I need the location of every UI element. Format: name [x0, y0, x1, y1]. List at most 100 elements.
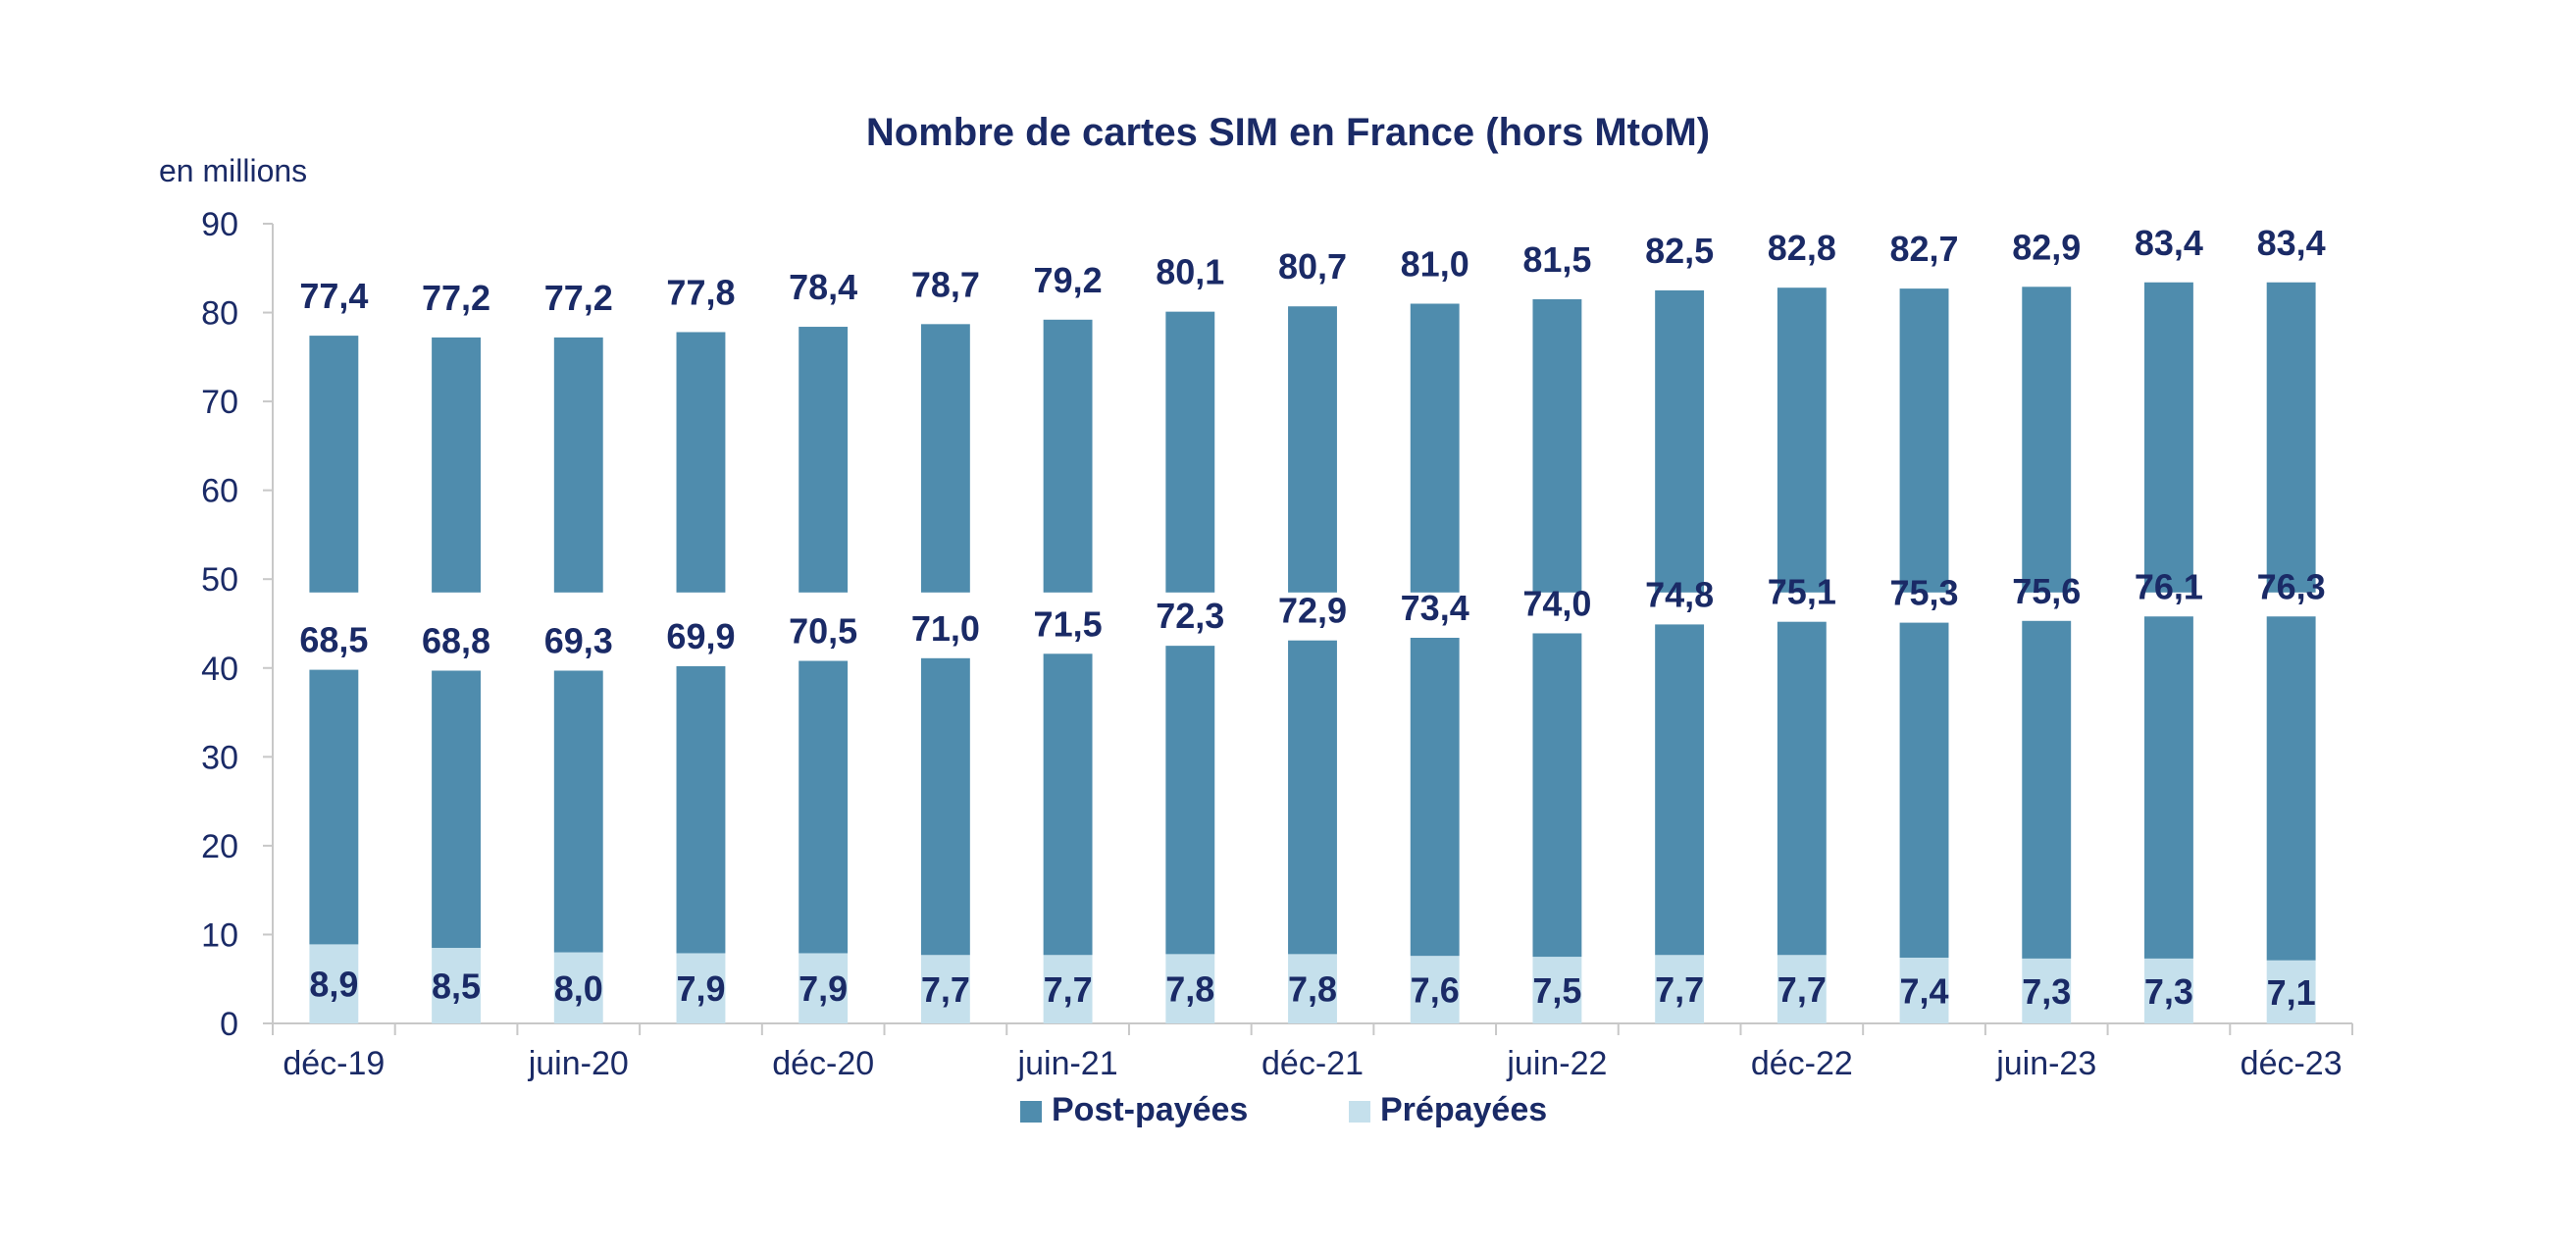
bar-postpaid-lower [309, 669, 359, 945]
bar-postpaid-lower [1165, 646, 1215, 955]
bar-prepaid [553, 952, 603, 1023]
bar-postpaid-upper [1532, 298, 1582, 593]
y-tick-label: 90 [201, 206, 238, 243]
y-tick-label: 10 [201, 916, 238, 954]
bar-postpaid-lower [1043, 653, 1093, 956]
x-tick-label: juin-21 [1017, 1045, 1118, 1082]
bar-prepaid [1655, 955, 1705, 1023]
x-tick-label: juin-20 [528, 1045, 629, 1082]
postpaid-value-label: 75,3 [1889, 573, 1958, 613]
prepaid-value-label: 7,7 [1655, 969, 1704, 1010]
bar-postpaid-upper [309, 336, 359, 593]
prepaid-value-label: 7,6 [1411, 970, 1460, 1011]
postpaid-value-label: 68,8 [422, 620, 490, 660]
bar-prepaid [1777, 955, 1827, 1023]
bar-postpaid-upper [1410, 303, 1460, 593]
x-tick-label: déc-22 [1751, 1045, 1853, 1082]
total-value-label: 77,2 [544, 278, 613, 318]
total-value-label: 82,7 [1889, 229, 1958, 269]
total-value-label: 82,5 [1645, 231, 1714, 271]
postpaid-value-label: 74,0 [1522, 583, 1591, 623]
bar-postpaid-upper [432, 337, 481, 593]
legend-swatch-postpaid [1020, 1101, 1042, 1123]
bar-prepaid [1288, 954, 1337, 1023]
bar-postpaid-lower [2266, 616, 2316, 961]
chart-title: Nombre de cartes SIM en France (hors Mto… [866, 111, 1710, 154]
postpaid-value-label: 71,0 [911, 608, 980, 649]
bar-postpaid-lower [1410, 637, 1460, 957]
unit-label: en millions [159, 153, 307, 188]
postpaid-value-label: 69,9 [666, 616, 735, 656]
prepaid-value-label: 7,3 [2144, 971, 2193, 1012]
prepaid-value-label: 7,3 [2022, 971, 2071, 1012]
y-tick-label: 80 [201, 295, 238, 333]
prepaid-value-label: 7,5 [1532, 970, 1581, 1011]
bar-postpaid-lower [2022, 620, 2072, 959]
bar-postpaid-upper [1777, 287, 1827, 593]
x-tick-label: déc-21 [1262, 1045, 1364, 1082]
x-tick-label: juin-22 [1506, 1045, 1607, 1082]
prepaid-value-label: 8,0 [554, 968, 603, 1009]
bar-postpaid-upper [1288, 306, 1337, 593]
prepaid-value-label: 7,7 [1777, 969, 1827, 1010]
bar-postpaid-upper [2266, 282, 2316, 593]
bar-prepaid [799, 953, 849, 1023]
y-tick-label: 0 [220, 1006, 238, 1043]
bar-postpaid-upper [2022, 287, 2072, 593]
postpaid-value-label: 73,4 [1401, 588, 1469, 628]
bar-prepaid [1532, 957, 1582, 1023]
total-value-label: 78,7 [911, 264, 980, 304]
bar-postpaid-upper [799, 327, 849, 593]
total-value-label: 81,5 [1522, 239, 1591, 280]
legend-label-postpaid: Post-payées [1052, 1091, 1248, 1128]
x-tick-label: déc-20 [772, 1045, 874, 1082]
prepaid-value-label: 7,7 [921, 969, 970, 1010]
total-value-label: 80,7 [1278, 246, 1347, 287]
bar-postpaid-lower [799, 660, 849, 954]
bar-postpaid-upper [1165, 311, 1215, 593]
bar-postpaid-upper [676, 332, 726, 593]
total-value-label: 77,8 [666, 272, 735, 312]
prepaid-value-label: 8,5 [432, 967, 481, 1007]
bar-postpaid-upper [920, 324, 970, 593]
bar-prepaid [1410, 956, 1460, 1023]
prepaid-value-label: 7,1 [2267, 972, 2316, 1013]
total-value-label: 82,8 [1768, 228, 1836, 268]
bar-postpaid-lower [1655, 624, 1705, 956]
y-tick-label: 50 [201, 561, 238, 599]
total-value-label: 83,4 [2257, 223, 2326, 263]
prepaid-value-label: 7,9 [676, 968, 725, 1009]
prepaid-value-label: 7,8 [1165, 969, 1214, 1010]
postpaid-value-label: 69,3 [544, 620, 613, 660]
bar-postpaid-lower [920, 657, 970, 956]
bar-postpaid-lower [1288, 640, 1337, 955]
legend-label-prepaid: Prépayées [1380, 1091, 1547, 1128]
postpaid-value-label: 72,3 [1156, 596, 1224, 636]
bar-postpaid-lower [1777, 621, 1827, 956]
bar-postpaid-lower [676, 665, 726, 954]
bar-prepaid [676, 953, 726, 1023]
prepaid-value-label: 7,7 [1044, 969, 1093, 1010]
prepaid-value-label: 7,9 [799, 968, 848, 1009]
postpaid-value-label: 72,9 [1278, 591, 1347, 631]
y-tick-label: 20 [201, 828, 238, 865]
x-tick-label: déc-19 [283, 1045, 385, 1082]
x-tick-label: juin-23 [1995, 1045, 2096, 1082]
bar-prepaid [1899, 957, 1949, 1023]
postpaid-value-label: 75,1 [1768, 572, 1836, 612]
total-value-label: 77,4 [299, 276, 368, 316]
bar-postpaid-lower [553, 670, 603, 953]
total-value-label: 81,0 [1401, 244, 1469, 285]
postpaid-value-label: 68,5 [299, 620, 368, 660]
bar-prepaid [2022, 958, 2072, 1023]
postpaid-value-label: 70,5 [789, 611, 857, 652]
postpaid-value-label: 75,6 [2012, 571, 2081, 611]
bar-postpaid-upper [553, 337, 603, 593]
postpaid-value-label: 74,8 [1645, 574, 1714, 614]
total-value-label: 82,9 [2012, 227, 2081, 267]
postpaid-value-label: 71,5 [1034, 603, 1103, 644]
postpaid-value-label: 76,3 [2257, 566, 2326, 606]
legend-swatch-prepaid [1349, 1101, 1370, 1123]
y-tick-label: 30 [201, 739, 238, 776]
